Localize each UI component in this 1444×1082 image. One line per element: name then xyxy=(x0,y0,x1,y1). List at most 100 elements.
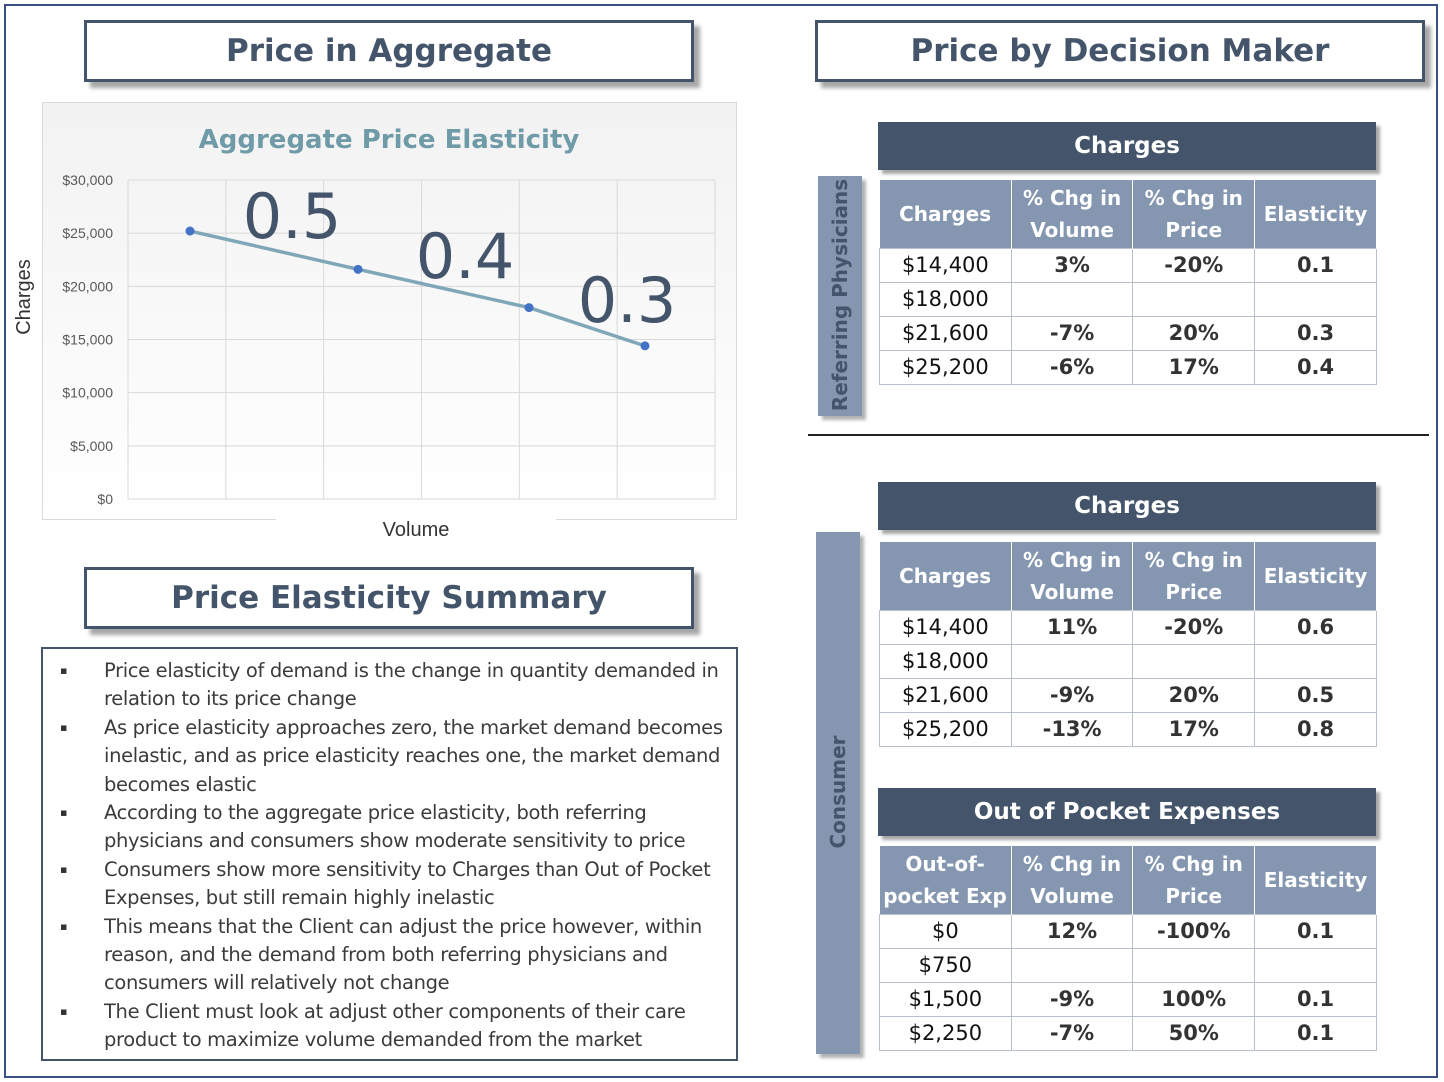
y-tick-label: $25,000 xyxy=(62,225,113,241)
summary-item-text: As price elasticity approaches zero, the… xyxy=(104,715,723,796)
column-header: % Chg in Volume xyxy=(1011,846,1134,914)
y-tick-label: $20,000 xyxy=(62,278,113,294)
summary-item: ▪ According to the aggregate price elasti… xyxy=(57,799,726,856)
price-by-decision-maker-title: Price by Decision Maker xyxy=(815,20,1425,82)
summary-item-text: The Client must look at adjust other com… xyxy=(104,999,686,1052)
summary-item: ▪ Price elasticity of demand is the chang… xyxy=(57,657,726,714)
aggregate-price-elasticity-chart: $0 $5,000 $10,000 $15,000 $20,000 $25,000 $30,… xyxy=(13,125,716,546)
elasticity-annotation: 0.3 xyxy=(578,264,677,337)
table-cell: $25,200 xyxy=(879,711,1012,747)
table-cell: $18,000 xyxy=(879,643,1012,679)
table-cell: 12% xyxy=(1010,913,1134,949)
table-row: $25,200 -6% 17% 0.4 xyxy=(879,349,1377,385)
referring-charges-header: Charges xyxy=(878,122,1376,170)
y-tick-label: $5,000 xyxy=(70,438,113,454)
table-cell xyxy=(1254,643,1377,679)
table-cell: $2,250 xyxy=(879,1015,1012,1051)
referring-physicians-label: Referring Physicians xyxy=(818,176,862,416)
table-cell: 0.4 xyxy=(1254,349,1377,385)
table-cell: 0.1 xyxy=(1254,981,1377,1017)
section-divider xyxy=(808,434,1429,436)
column-header: % Chg in Price xyxy=(1132,180,1256,248)
y-tick-label: $0 xyxy=(97,491,113,507)
price-in-aggregate-title: Price in Aggregate xyxy=(84,20,694,82)
summary-item: ▪ This means that the Client can adjust t… xyxy=(57,913,726,998)
bullet-icon: ▪ xyxy=(60,720,68,734)
table-cell: 100% xyxy=(1132,981,1256,1017)
table-row: $2,250 -7% 50% 0.1 xyxy=(879,1015,1377,1051)
table-cell: -7% xyxy=(1010,1015,1134,1051)
y-axis-label: Charges xyxy=(13,259,35,335)
data-point xyxy=(524,303,534,313)
out-of-pocket-header: Out of Pocket Expenses xyxy=(878,788,1376,836)
referring-physicians-text: Referring Physicians xyxy=(828,178,852,412)
table-cell xyxy=(1254,281,1377,317)
summary-item-text: This means that the Client can adjust th… xyxy=(104,914,702,995)
elasticity-annotation: 0.5 xyxy=(243,180,342,253)
series-line xyxy=(189,229,646,348)
table-cell: $0 xyxy=(879,913,1012,949)
table-cell: -9% xyxy=(1010,677,1134,713)
consumer-label: Consumer xyxy=(816,532,860,1054)
table-row: $21,600 -9% 20% 0.5 xyxy=(879,677,1377,713)
price-elasticity-summary-title: Price Elasticity Summary xyxy=(84,567,694,629)
table-cell: 17% xyxy=(1132,349,1256,385)
column-header: % Chg in Price xyxy=(1132,542,1256,610)
consumer-text: Consumer xyxy=(826,735,850,849)
table-row: $21,600 -7% 20% 0.3 xyxy=(879,315,1377,351)
data-point xyxy=(353,264,363,274)
y-tick-label: $15,000 xyxy=(62,332,113,348)
column-header: Charges xyxy=(879,542,1012,610)
data-point xyxy=(185,226,195,236)
table-row: $18,000 xyxy=(879,643,1377,679)
table-cell xyxy=(1010,643,1134,679)
table-cell: 0.3 xyxy=(1254,315,1377,351)
summary-item: ▪ As price elasticity approaches zero, th… xyxy=(57,714,726,799)
table-cell: -9% xyxy=(1010,981,1134,1017)
table-cell: -20% xyxy=(1132,247,1256,283)
column-header: % Chg in Volume xyxy=(1011,542,1134,610)
column-header: Out-of-pocket Exp xyxy=(879,846,1012,914)
x-axis-label-bg xyxy=(276,506,556,546)
column-header: % Chg in Volume xyxy=(1011,180,1134,248)
column-header: Elasticity xyxy=(1254,846,1377,914)
summary-item: ▪ The Client must look at adjust other co… xyxy=(57,998,726,1055)
table-cell xyxy=(1254,947,1377,983)
table-cell xyxy=(1010,281,1134,317)
bullet-icon: ▪ xyxy=(60,1004,68,1018)
y-tick-label: $30,000 xyxy=(62,172,113,188)
table-cell: $14,400 xyxy=(879,609,1012,645)
table-row: $14,400 3% -20% 0.1 xyxy=(879,247,1377,283)
table-row: $750 xyxy=(879,947,1377,983)
out-of-pocket-table: Out-of-pocket Exp% Chg in Volume% Chg in… xyxy=(879,846,1377,1051)
summary-list: ▪ Price elasticity of demand is the chang… xyxy=(57,657,726,1055)
table-cell: 0.6 xyxy=(1254,609,1377,645)
consumer-charges-table: Charges% Chg in Volume% Chg in Price Elas… xyxy=(879,542,1377,747)
table-cell: 50% xyxy=(1132,1015,1256,1051)
x-axis-label: Volume xyxy=(383,519,450,541)
table-cell: -100% xyxy=(1132,913,1256,949)
table-cell: 17% xyxy=(1132,711,1256,747)
table-cell: -13% xyxy=(1010,711,1134,747)
table-row: $14,400 11% -20% 0.6 xyxy=(879,609,1377,645)
bullet-icon: ▪ xyxy=(60,806,68,820)
table-cell: $14,400 xyxy=(879,247,1012,283)
table-cell: 0.1 xyxy=(1254,913,1377,949)
table-cell: -20% xyxy=(1132,609,1256,645)
summary-box: ▪ Price elasticity of demand is the chang… xyxy=(41,647,738,1061)
table-cell: $25,200 xyxy=(879,349,1012,385)
table-cell: $21,600 xyxy=(879,315,1012,351)
table-cell: $1,500 xyxy=(879,981,1012,1017)
bullet-icon: ▪ xyxy=(60,862,68,876)
column-header: Elasticity xyxy=(1254,180,1377,248)
y-tick-label: $10,000 xyxy=(62,385,113,401)
table-row: $25,200 -13% 17% 0.8 xyxy=(879,711,1377,747)
table-cell: 20% xyxy=(1132,677,1256,713)
table-cell xyxy=(1132,643,1256,679)
summary-item-text: Price elasticity of demand is the change… xyxy=(104,659,719,711)
table-cell: 3% xyxy=(1010,247,1134,283)
table-cell: 0.1 xyxy=(1254,1015,1377,1051)
column-header: Charges xyxy=(879,180,1012,248)
elasticity-annotation: 0.4 xyxy=(416,220,515,293)
table-cell: -7% xyxy=(1010,315,1134,351)
